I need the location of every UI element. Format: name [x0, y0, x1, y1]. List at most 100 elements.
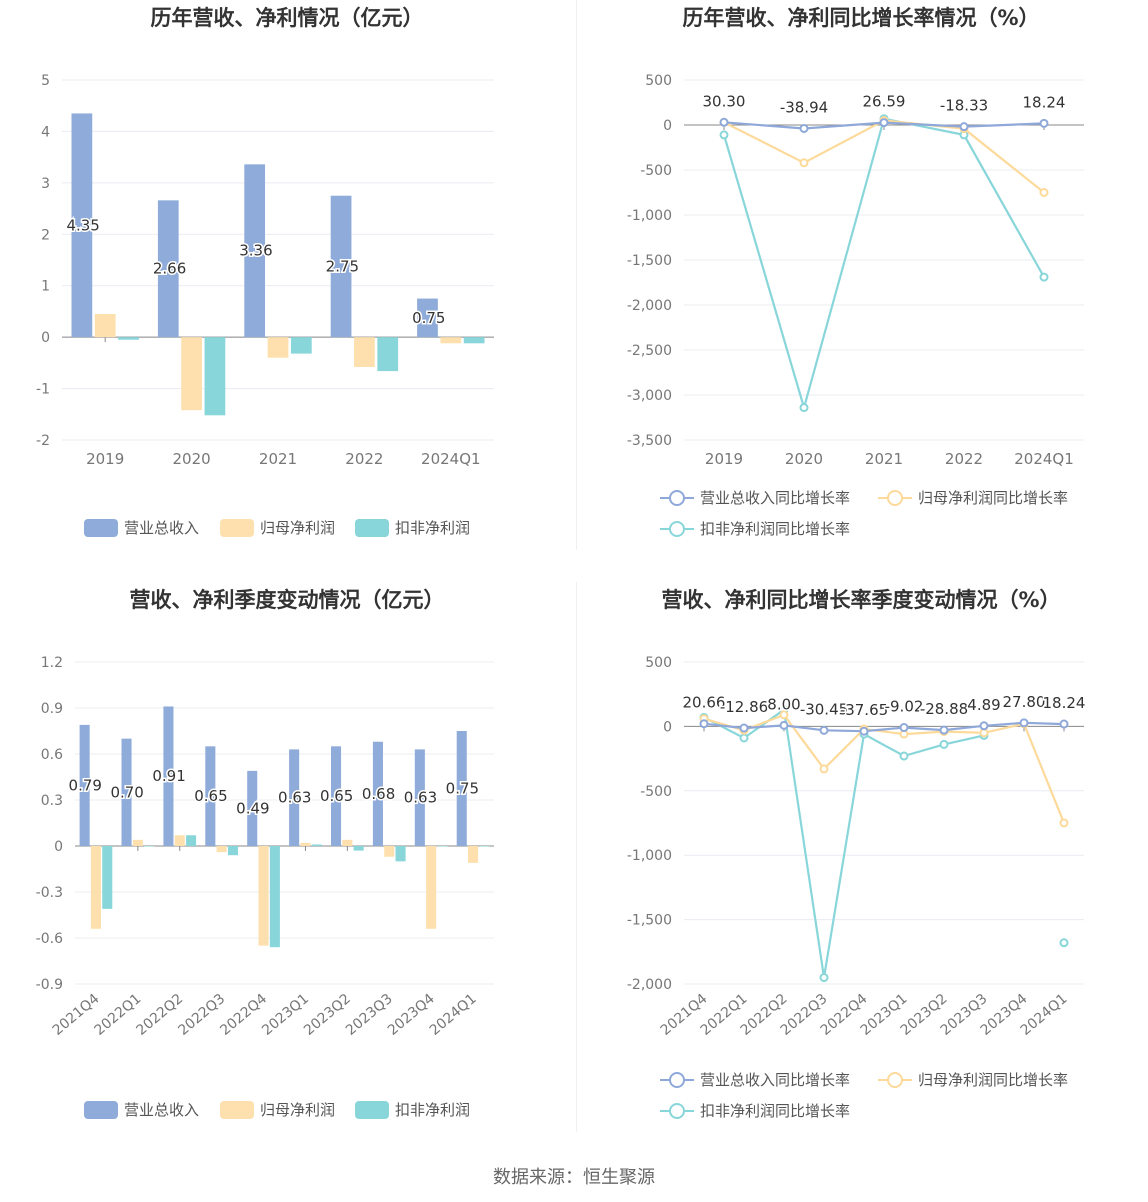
bar-revenue [247, 770, 258, 846]
bar-deducted-profit [227, 846, 238, 856]
data-label: -12.86 [720, 698, 768, 716]
y-tick-label: -1 [36, 382, 50, 398]
data-label: 0.91 [152, 767, 185, 785]
legend-item[interactable]: 扣非净利润同比增长率 [660, 1100, 850, 1121]
data-label: 0.68 [362, 785, 395, 803]
point-deducted-profit [739, 733, 749, 743]
y-tick-label: 0 [663, 719, 672, 735]
y-tick-label: -0.3 [36, 885, 63, 901]
quarterly-values-chart: 营收、净利季度变动情况（亿元） 1.2 0.9 0.6 0.3 0 -0.3 -0.6 -0.… [0, 582, 574, 1162]
point-revenue [959, 122, 969, 132]
quarterly-growth-chart: 营收、净利同比增长率季度变动情况（%） 500 0 -500 -1,000 -1,500… [574, 582, 1148, 1162]
legend-swatch [660, 1071, 694, 1089]
legend-item[interactable]: 归母净利润 [220, 1099, 335, 1120]
point-net-profit [1039, 188, 1049, 197]
data-label: 0.79 [69, 776, 102, 794]
x-tick-label: 2022 [945, 450, 983, 468]
data-label: 4.89 [967, 696, 1000, 714]
series-line-net-profit [723, 119, 1045, 194]
legend-item[interactable]: 归母净利润同比增长率 [878, 487, 1068, 508]
point-revenue [739, 723, 749, 733]
legend-swatch [355, 518, 389, 537]
x-tick-label: 2024Q1 [1014, 450, 1074, 468]
bar-deducted-profit [377, 337, 399, 372]
bar-net-profit [342, 839, 353, 846]
legend-item[interactable]: 归母净利润 [220, 517, 335, 538]
bar-deducted-profit [463, 337, 485, 344]
y-tick-label: -0.6 [36, 931, 63, 947]
bar-revenue [289, 749, 300, 846]
data-label: 2.75 [326, 257, 359, 275]
legend-item[interactable]: 营业总收入 [84, 517, 199, 538]
point-deducted-profit [899, 751, 909, 761]
bar-net-profit [216, 846, 227, 853]
legend-label: 扣非净利润同比增长率 [700, 520, 851, 538]
bar-net-profit [300, 842, 311, 846]
legend-label: 营业总收入同比增长率 [700, 489, 851, 507]
legend-swatch [220, 1100, 254, 1119]
y-tick-label: 1 [41, 279, 50, 295]
bar-revenue [414, 749, 425, 846]
point-net-profit [979, 728, 989, 738]
bar-revenue [205, 746, 216, 846]
point-revenue [859, 726, 869, 736]
bar-revenue [456, 731, 467, 846]
y-tick-label: -2,000 [627, 298, 672, 314]
legend-item[interactable]: 归母净利润同比增长率 [878, 1069, 1068, 1090]
bar-net-profit [94, 314, 116, 338]
data-label: 4.35 [66, 216, 99, 234]
legend-item[interactable]: 扣非净利润 [355, 517, 470, 538]
legend-swatch [660, 520, 694, 538]
annual-growth-plot: 500 0 -500 -1,000 -1,500 -2,000 -2,500 -3,000 -3… [627, 73, 1084, 468]
data-label: 3.36 [239, 242, 272, 260]
y-tick-label: -0.9 [36, 977, 63, 993]
point-revenue [1039, 118, 1049, 128]
bar-deducted-profit [102, 846, 113, 909]
legend-item[interactable]: 营业总收入同比增长率 [660, 1069, 850, 1090]
x-tick-label: 2024Q1 [427, 991, 480, 1039]
legend-label: 营业总收入同比增长率 [700, 1071, 851, 1089]
data-label: -28.88 [920, 700, 968, 718]
data-label: 0.65 [320, 787, 353, 805]
data-label: 18.24 [1023, 93, 1066, 111]
legend-label: 扣非净利润同比增长率 [700, 1102, 851, 1120]
legend-item[interactable]: 营业总收入同比增长率 [660, 487, 850, 508]
y-tick-label: 500 [645, 655, 672, 671]
data-label: 20.66 [683, 694, 726, 712]
panel-divider [576, 582, 577, 1132]
legend-label: 扣非净利润 [395, 1101, 471, 1119]
data-label: -9.02 [885, 698, 924, 716]
x-tick-label: 2020 [173, 450, 211, 468]
point-deducted-profit [799, 403, 809, 413]
point-net-profit [1059, 818, 1069, 828]
point-revenue [939, 725, 949, 735]
y-tick-label: 0.3 [41, 793, 63, 809]
y-tick-label: 2 [41, 227, 50, 243]
data-label: 0.63 [278, 789, 311, 807]
bar-net-profit [132, 839, 143, 846]
bar-revenue [157, 200, 179, 338]
panel-divider [576, 0, 577, 550]
x-tick-label: 2022 [345, 450, 383, 468]
annual-values-chart: 历年营收、净利情况（亿元） 5 4 3 2 1 0 -1 -2 4.35 2019 2.66 2020… [0, 0, 574, 580]
y-tick-label: -3,500 [627, 433, 672, 449]
series-line-deducted-profit [722, 117, 1045, 412]
legend-item[interactable]: 营业总收入 [84, 1099, 199, 1120]
bar-revenue [372, 741, 383, 846]
y-tick-label: 500 [645, 73, 672, 89]
point-net-profit [819, 764, 829, 774]
series-line-revenue [703, 721, 1065, 733]
legend-label: 扣非净利润 [395, 519, 471, 537]
series-line-net-profit [703, 713, 1066, 824]
bar-net-profit [354, 337, 375, 367]
data-label: 0.75 [446, 780, 479, 798]
legend-item[interactable]: 扣非净利润 [355, 1099, 470, 1120]
x-tick-label: 2019 [705, 450, 743, 468]
data-label: 0.63 [404, 789, 437, 807]
bar-net-profit [174, 835, 185, 846]
data-label: 8.00 [767, 695, 800, 713]
y-tick-label: 5 [41, 73, 50, 89]
legend-swatch [220, 518, 254, 537]
quarterly-growth-plot: 5000-500-1,000-1,500-2,0002021Q42022Q120… [627, 655, 1087, 1039]
legend-item[interactable]: 扣非净利润同比增长率 [660, 518, 850, 539]
